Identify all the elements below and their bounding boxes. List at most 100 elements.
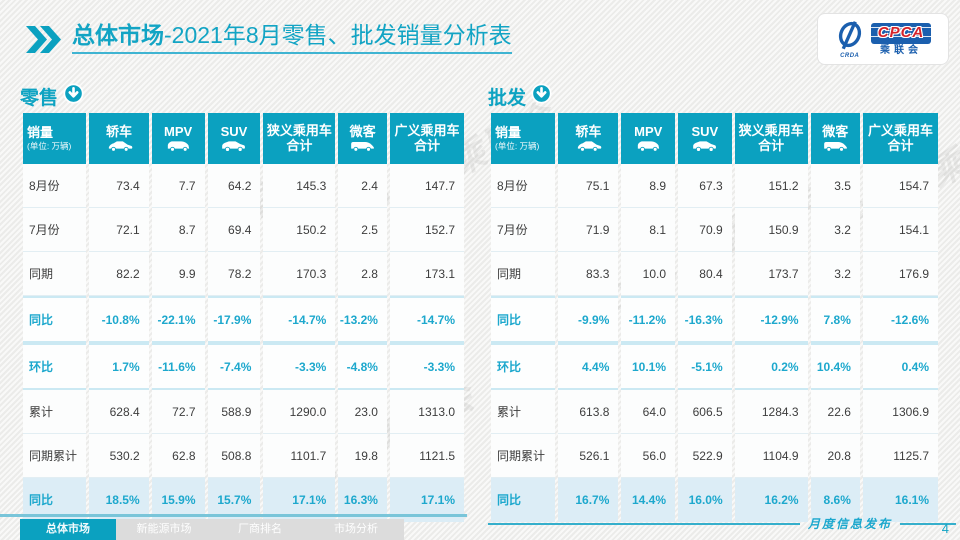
cpca-wordmark: CPCA 乘联会 [870, 22, 932, 56]
column-header-sedan: 轿车 [558, 113, 619, 164]
sedan-icon [89, 140, 148, 153]
column-header-narrow-pv-total: 狭义乘用车 合计 [263, 113, 336, 164]
row-label: 同比 [491, 478, 556, 522]
cell-value: 1290.0 [263, 390, 336, 434]
cell-value: 75.1 [558, 164, 619, 208]
cell-value: 8.6% [810, 478, 860, 522]
cell-value: 176.9 [862, 252, 938, 296]
row-label: 8月份 [491, 164, 556, 208]
cell-value: 69.4 [207, 208, 261, 252]
column-header-mpv: MPV [621, 113, 676, 164]
column-sublabel: (单位: 万辆) [27, 140, 72, 151]
cell-value: -13.2% [338, 296, 387, 343]
column-label: SUV [691, 123, 719, 139]
cell-value: -11.6% [151, 343, 205, 390]
cell-value: 62.8 [151, 434, 205, 478]
cell-value: 73.4 [89, 164, 149, 208]
mpv-icon [621, 140, 675, 153]
mpv-icon [152, 140, 205, 153]
cpca-stripes [870, 22, 932, 44]
cell-value: 70.9 [678, 208, 732, 252]
cell-value: 613.8 [558, 390, 619, 434]
column-header-broad-pv-total: 广义乘用车 合计 [862, 113, 938, 164]
cell-value: -4.8% [338, 343, 387, 390]
cell-value: 1101.7 [263, 434, 336, 478]
column-header-sales-volume: 销量 (单位: 万辆) [491, 113, 556, 164]
row-label: 累计 [491, 390, 556, 434]
column-label: 合计 [286, 137, 313, 153]
cpca-acronym: CPCA [877, 23, 925, 41]
retail-row: 累计 628.4 72.7 588.9 1290.0 23.0 1313.0 [23, 390, 464, 434]
suv-icon [208, 140, 261, 153]
page-title-rest: -2021年8月零售、批发销量分析表 [164, 22, 512, 48]
column-sublabel: (单位: 万辆) [495, 140, 540, 151]
double-chevron-icon [26, 26, 62, 58]
tab-overall-market[interactable]: 总体市场 [20, 519, 116, 540]
column-header-sedan: 轿车 [89, 113, 149, 164]
cpca-chinese-name: 乘联会 [879, 44, 922, 56]
cell-value: -5.1% [678, 343, 732, 390]
cell-value: 10.4% [810, 343, 860, 390]
column-label: 合计 [887, 137, 914, 153]
footer-nav-tabs: 总体市场 新能源市场 厂商排名 市场分析 [20, 519, 404, 540]
retail-row: 7月份 72.1 8.7 69.4 150.2 2.5 152.7 [23, 208, 464, 252]
suv-icon [678, 140, 732, 153]
tab-oem-ranking[interactable]: 厂商排名 [212, 519, 308, 540]
footer-line [900, 522, 956, 525]
row-label: 同比 [491, 296, 556, 343]
table-header-row: 销量 (单位: 万辆) 轿车 MPV SUV 狭义乘用车 合计 微客 广义乘用车 合计 [23, 113, 464, 164]
cell-value: -16.3% [678, 296, 732, 343]
column-label: 微客 [349, 123, 376, 139]
column-label: 广义乘用车 [867, 122, 933, 138]
column-label: 狭义乘用车 [738, 122, 804, 138]
cell-value: 64.0 [621, 390, 676, 434]
cell-value: 67.3 [678, 164, 732, 208]
row-label: 同期累计 [491, 434, 556, 478]
van-icon [338, 140, 387, 153]
wholesale-table: 销量 (单位: 万辆) 轿车 MPV SUV 狭义乘用车合计 微客 广义乘用车 合计 8月份 75.… [488, 113, 941, 522]
cpca-logo: CRDA CPCA 乘联会 [818, 14, 948, 64]
cell-value: 170.3 [263, 252, 336, 296]
retail-section-header: 零售 [20, 83, 467, 109]
tab-market-analysis[interactable]: 市场分析 [308, 519, 404, 540]
cell-value: 3.5 [810, 164, 860, 208]
cell-value: 154.1 [862, 208, 938, 252]
cell-value: 151.2 [734, 164, 808, 208]
down-arrow-badge-icon [63, 83, 84, 109]
cell-value: -14.7% [389, 296, 464, 343]
cell-value: 83.3 [558, 252, 619, 296]
tab-nev-market[interactable]: 新能源市场 [116, 519, 212, 540]
column-header-microvan: 微客 [810, 113, 860, 164]
cell-value: 508.8 [207, 434, 261, 478]
column-header-microvan: 微客 [338, 113, 387, 164]
footer-note: 月度信息发布 [807, 517, 892, 531]
cell-value: 4.4% [558, 343, 619, 390]
retail-table-container: 销量 (单位: 万辆) 轿车 MPV SUV 狭义乘用车 合计 微客 广义乘用车 合计 8月份 73.… [20, 113, 467, 522]
cell-value: 16.2% [734, 478, 808, 522]
row-label: 累计 [23, 390, 87, 434]
cell-value: 0.4% [862, 343, 938, 390]
wholesale-table-container: 销量 (单位: 万辆) 轿车 MPV SUV 狭义乘用车合计 微客 广义乘用车 合计 8月份 75.… [488, 113, 941, 522]
cell-value: 8.9 [621, 164, 676, 208]
column-label: 微客 [822, 123, 849, 139]
cell-value: 2.5 [338, 208, 387, 252]
row-label: 同期 [491, 252, 556, 296]
cell-value: 7.8% [810, 296, 860, 343]
cell-value: -9.9% [558, 296, 619, 343]
cpca-emblem: CRDA [835, 20, 865, 59]
column-label: 轿车 [575, 123, 602, 139]
cell-value: 80.4 [678, 252, 732, 296]
cell-value: 150.2 [263, 208, 336, 252]
wholesale-row: 同期累计 526.1 56.0 522.9 1104.9 20.8 1125.7 [491, 434, 938, 478]
cell-value: 1306.9 [862, 390, 938, 434]
cell-value: 147.7 [389, 164, 464, 208]
cell-value: 1125.7 [862, 434, 938, 478]
wholesale-row: 7月份 71.9 8.1 70.9 150.9 3.2 154.1 [491, 208, 938, 252]
wholesale-row: 同比 16.7% 14.4% 16.0% 16.2% 8.6% 16.1% [491, 478, 938, 522]
column-header-suv: SUV [678, 113, 732, 164]
cell-value: 606.5 [678, 390, 732, 434]
row-label: 7月份 [491, 208, 556, 252]
wholesale-row: 环比 4.4% 10.1% -5.1% 0.2% 10.4% 0.4% [491, 343, 938, 390]
cell-value: 173.1 [389, 252, 464, 296]
retail-section: 零售 销量 (单位: 万辆) 轿车 MPV SUV 狭义乘用车 合计 微客 广义乘用车 合计 8月份… [20, 83, 467, 522]
